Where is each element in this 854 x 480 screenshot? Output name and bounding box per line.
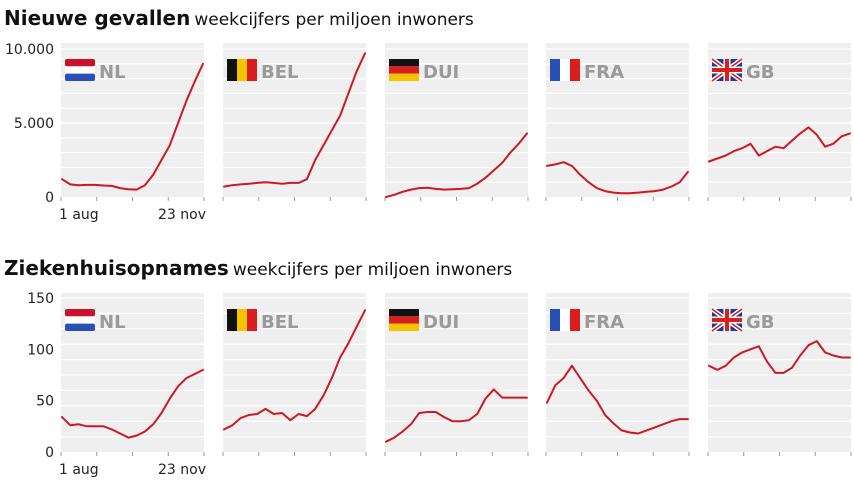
x-tick-label: 1 aug xyxy=(59,462,99,478)
series-line-dui xyxy=(385,132,528,198)
france-flag-icon xyxy=(550,59,580,81)
series-line-gb xyxy=(708,340,851,374)
germany-flag-icon xyxy=(389,59,419,81)
chart-panel-gb: GB xyxy=(707,293,852,456)
series-line-gb xyxy=(708,126,851,163)
series-line-bel xyxy=(223,309,366,431)
netherlands-flag-icon xyxy=(65,59,95,81)
chart-subtitle: weekcijfers per miljoen inwoners xyxy=(232,260,513,280)
country-label: GB xyxy=(746,312,775,333)
france-flag-icon xyxy=(550,309,580,331)
country-label: NL xyxy=(99,62,126,83)
y-tick-label: 10.000 xyxy=(5,42,54,58)
belgium-flag-icon xyxy=(227,59,257,81)
y-tick-label: 0 xyxy=(45,445,54,461)
chart-panel-fra: FRA xyxy=(545,43,690,201)
chart-panel-nl: NL xyxy=(60,293,205,456)
y-tick-label: 100 xyxy=(27,342,54,358)
y-tick-label: 5.000 xyxy=(14,116,54,132)
chart-panel-dui: DUI xyxy=(384,293,529,456)
x-tick-label: 1 aug xyxy=(59,207,99,223)
country-label: BEL xyxy=(261,62,299,83)
section-title-hospital: Ziekenhuisopnames weekcijfers per miljoen… xyxy=(4,256,512,282)
x-tick-label: 23 nov xyxy=(158,207,206,223)
united-kingdom-flag-icon xyxy=(710,307,744,333)
x-tick-label: 23 nov xyxy=(158,462,206,478)
series-line-dui xyxy=(385,388,528,443)
chart-panel-fra: FRA xyxy=(545,293,690,456)
country-label: GB xyxy=(746,62,775,83)
germany-flag-icon xyxy=(389,309,419,331)
section-title-cases: Nieuwe gevallen weekcijfers per miljoen i… xyxy=(4,6,474,32)
chart-title: Ziekenhuisopnames xyxy=(4,256,229,280)
chart-panel-bel: BEL xyxy=(222,293,367,456)
chart-title: Nieuwe gevallen xyxy=(4,6,191,30)
netherlands-flag-icon xyxy=(65,309,95,331)
country-label: DUI xyxy=(423,312,459,333)
country-label: DUI xyxy=(423,62,459,83)
series-line-fra xyxy=(546,161,689,195)
y-tick-label: 0 xyxy=(45,190,54,206)
chart-panel-bel: BEL xyxy=(222,43,367,201)
series-line-bel xyxy=(223,52,366,188)
chart-panel-nl: NL xyxy=(60,43,205,201)
chart-panel-gb: GB xyxy=(707,43,852,201)
country-label: FRA xyxy=(584,62,624,83)
belgium-flag-icon xyxy=(227,309,257,331)
series-line-nl xyxy=(61,368,204,439)
chart-panel-dui: DUI xyxy=(384,43,529,201)
y-tick-label: 150 xyxy=(27,291,54,307)
series-line-nl xyxy=(61,62,204,191)
country-label: BEL xyxy=(261,312,299,333)
chart-subtitle: weekcijfers per miljoen inwoners xyxy=(194,10,474,30)
y-tick-label: 50 xyxy=(36,394,54,410)
country-label: FRA xyxy=(584,312,624,333)
series-line-fra xyxy=(546,364,689,435)
country-label: NL xyxy=(99,312,126,333)
united-kingdom-flag-icon xyxy=(710,57,744,83)
